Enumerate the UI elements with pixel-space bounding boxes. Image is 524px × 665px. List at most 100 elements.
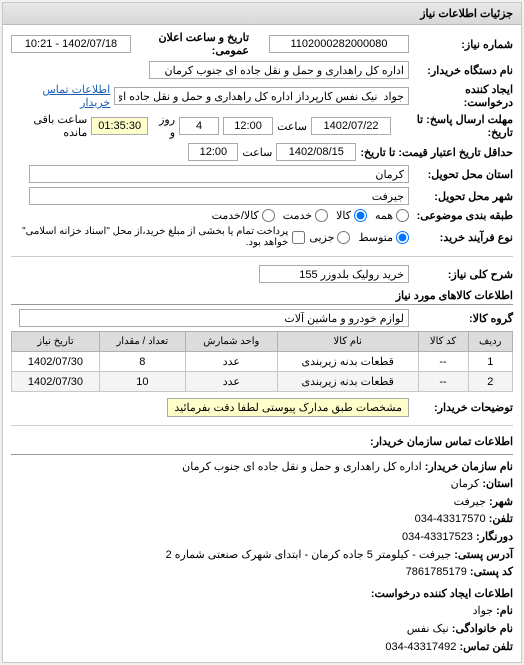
goods-table-cell: 10 [99,372,185,392]
row-goods-group: گروه کالا: [11,309,513,327]
goods-table-header: تاریخ نیاز [12,332,100,352]
creator-label: ایجاد کننده درخواست: [413,83,513,109]
subject-radio-label-goods: کالا [336,209,351,222]
subject-radio-both: کالا/خدمت [212,209,275,222]
process-radio-label-minor: جزیی [309,231,334,244]
remain-time-box: 01:35:30 [91,117,148,135]
contact-firstname-value: جواد [473,605,493,617]
contact-block: اطلاعات تماس سازمان خریدار: نام سازمان خ… [11,434,513,656]
subject-radio-service: خدمت [283,209,328,222]
goods-table-header: تعداد / مقدار [99,332,185,352]
days-box [179,117,219,135]
contact-city-value: جیرفت [454,496,486,508]
goods-group-label: گروه کالا: [413,312,513,325]
contact-lastname-label: نام خانوادگی: [452,623,513,635]
goods-group-input[interactable] [19,309,409,327]
contact-phone-label: تلفن: [489,513,513,525]
buyer-contact-link[interactable]: اطلاعات تماس خریدار [11,83,110,109]
goods-table-header-row: ردیفکد کالانام کالاواحد شمارشتعداد / مقد… [12,332,513,352]
subject-radio-group: همه کالا خدمت کالا/خدمت [212,209,409,222]
contact-org-label: نام سازمان خریدار: [425,461,513,473]
days-and-label: روز و [152,113,175,139]
contact-postal-addr-label: آدرس پستی: [454,549,513,561]
process-radio-mid: متوسط [358,231,409,244]
goods-table-cell: 2 [468,372,512,392]
deadline-time-label: ساعت [277,120,307,133]
validity-date-input[interactable] [276,143,356,161]
table-row[interactable]: 1--قطعات بدنه زیربندیعدد81402/07/30 [12,352,513,372]
need-number-label: شماره نیاز: [413,38,513,51]
city-input[interactable] [29,187,409,205]
goods-table-cell: 1 [468,352,512,372]
row-city: شهر محل تحویل: [11,187,513,205]
subject-radio-input-goods[interactable] [354,209,367,222]
deadline-date-input[interactable] [311,117,391,135]
process-radio-input-mid[interactable] [396,231,409,244]
deadline-label: مهلت ارسال پاسخ: تا تاریخ: [395,113,513,139]
contact-section-title: اطلاعات تماس سازمان خریدار: [11,434,513,455]
goods-table-header: ردیف [468,332,512,352]
contact-phone-value: 43317570-034 [415,513,486,525]
goods-table-cell: قطعات بدنه زیربندی [277,372,418,392]
row-process: نوع فرآیند خرید: متوسط جزیی پرداخت تمام ی… [11,226,513,248]
table-row[interactable]: 2--قطعات بدنه زیربندیعدد101402/07/30 [12,372,513,392]
process-radio-input-minor[interactable] [337,231,350,244]
process-checkbox[interactable] [292,231,305,244]
process-radio-label-mid: متوسط [358,231,393,244]
need-summary-label: شرح کلی نیاز: [413,268,513,281]
subject-radio-label-both: کالا/خدمت [212,209,259,222]
need-summary-input[interactable] [259,265,409,283]
row-creator: ایجاد کننده درخواست: اطلاعات تماس خریدار [11,83,513,109]
goods-table-cell: 1402/07/30 [12,352,100,372]
row-need-number: شماره نیاز: تاریخ و ساعت اعلان عمومی: [11,31,513,57]
validity-time-input[interactable] [188,143,238,161]
panel-content: شماره نیاز: تاریخ و ساعت اعلان عمومی: نا… [3,25,521,662]
need-number-input[interactable] [269,35,409,53]
goods-table-cell: قطعات بدنه زیربندی [277,352,418,372]
goods-table-cell: 1402/07/30 [12,372,100,392]
goods-table-header: واحد شمارش [185,332,277,352]
goods-section-title: اطلاعات کالاهای مورد نیاز [11,289,513,305]
subject-radio-label-all: همه [375,209,393,222]
announce-input[interactable] [11,35,131,53]
subject-radio-input-both[interactable] [262,209,275,222]
contact-org-value: اداره کل راهداری و حمل و نقل جاده ای جنو… [182,461,421,473]
subject-radio-all: همه [375,209,409,222]
contact-postal-code-value: 7861785179 [406,566,467,578]
contact-city-label: شهر: [489,496,513,508]
announce-label: تاریخ و ساعت اعلان عمومی: [135,31,249,57]
process-note: پرداخت تمام یا بخشی از مبلغ خرید،از محل … [11,226,288,248]
process-radio-minor: جزیی [309,231,350,244]
row-province: استان محل تحویل: [11,165,513,183]
subject-class-label: طبقه بندی موضوعی: [413,209,513,222]
buyer-notes-label: توضیحات خریدار: [413,401,513,414]
contact-postal-code-label: کد پستی: [470,566,513,578]
row-buyer-notes: توضیحات خریدار: مشخصات طبق مدارک پیوستی … [11,398,513,417]
creator-input[interactable] [114,87,409,105]
goods-table-cell: عدد [185,372,277,392]
contact-fax-value: 43317523-034 [402,531,473,543]
goods-table-body: 1--قطعات بدنه زیربندیعدد81402/07/302--قط… [12,352,513,392]
requester-subtitle: اطلاعات ایجاد کننده درخواست: [11,586,513,604]
province-input[interactable] [29,165,409,183]
deadline-time-input[interactable] [223,117,273,135]
goods-table-cell: -- [418,372,468,392]
contact-province-label: استان: [482,478,513,490]
contact-firstname-label: نام: [496,605,513,617]
subject-radio-label-service: خدمت [283,209,312,222]
buyer-notes-box: مشخصات طبق مدارک پیوستی لطفا دقت بفرمائی… [167,398,409,417]
process-label: نوع فرآیند خرید: [413,231,513,244]
contact-phone2-label: تلفن تماس: [459,641,513,653]
contact-phone2-value: 43317492-034 [385,641,456,653]
buyer-org-input[interactable] [149,61,409,79]
goods-table-cell: عدد [185,352,277,372]
subject-radio-input-all[interactable] [396,209,409,222]
goods-table-cell: 8 [99,352,185,372]
city-label: شهر محل تحویل: [413,190,513,203]
subject-radio-input-service[interactable] [315,209,328,222]
validity-time-label: ساعت [242,146,272,159]
contact-province-value: کرمان [451,478,480,490]
province-label: استان محل تحویل: [413,168,513,181]
contact-lastname-value: نیک نفس [407,623,449,635]
contact-fax-label: دورنگار: [476,531,513,543]
